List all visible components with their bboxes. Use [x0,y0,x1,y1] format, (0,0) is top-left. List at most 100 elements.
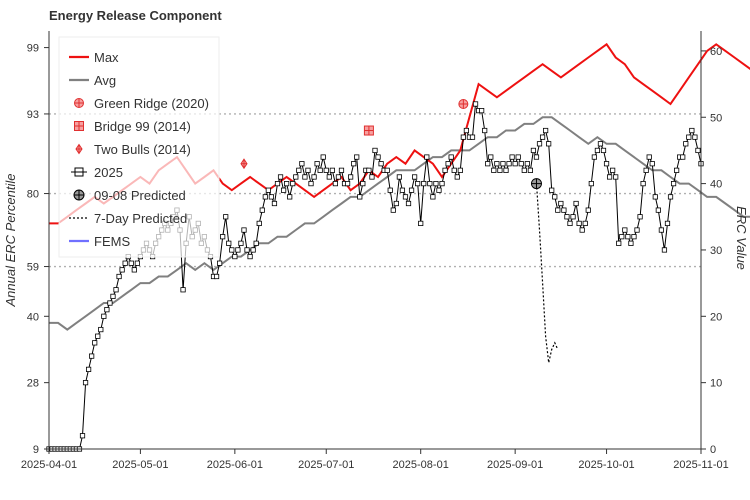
current-year-point [509,154,515,160]
current-year-point [95,333,101,339]
current-year-point [274,181,281,187]
current-year-point [573,200,579,207]
current-year-point [308,181,314,187]
current-year-point [296,167,302,173]
current-year-point [613,174,619,180]
current-year-point [582,220,588,227]
current-year-point [299,161,305,167]
current-year-point [290,181,296,187]
current-year-point [415,181,421,187]
current-year-point [680,154,686,160]
current-year-point [119,267,125,273]
current-year-point [485,161,491,167]
x-tick-label: 2025-04-01 [21,459,77,471]
current-year-point [555,207,561,213]
current-year-point [579,227,585,233]
current-year-point [640,181,646,187]
percentile-gridlines [49,113,701,268]
x-tick-label: 2025-06-01 [207,459,263,471]
current-year-point [695,147,701,154]
current-year-point [530,147,537,154]
event-marker [240,158,248,170]
current-year-point [116,273,122,280]
current-year-point [463,127,470,134]
legend-item: Bridge 99 (2014) [74,119,191,134]
current-year-point [250,247,256,253]
current-year-point [424,154,430,160]
current-year-point [280,187,287,193]
left-tick-label: 99 [27,43,39,55]
current-year-point [430,194,436,200]
current-year-point [649,161,655,167]
current-year-point [107,300,113,306]
current-year-point [405,200,412,207]
current-year-point [616,240,622,246]
current-year-point [479,108,485,114]
legend-item: 09-08 Predicted [73,188,186,203]
legend-swatch [74,121,84,131]
current-year-point [454,174,460,180]
left-tick-label: 9 [33,444,39,456]
legend-item: 2025 [71,165,123,180]
current-year-point [436,187,442,193]
current-year-point [472,101,479,107]
legend-label: Green Ridge (2020) [94,96,209,111]
legend-item: Green Ridge (2020) [74,96,209,111]
legend-label: 7-Day Predicted [94,211,187,226]
x-tick-label: 2025-07-01 [298,459,354,471]
event-marker [363,125,374,136]
legend-item: Max [69,50,119,65]
current-year-point [515,154,521,160]
current-year-point [634,227,640,233]
current-year-point [610,167,616,173]
current-year-point [427,181,433,187]
current-year-point [683,141,689,147]
current-year-point [539,134,546,140]
current-year-point [213,273,220,280]
legend-box [58,36,220,258]
current-year-point [238,240,244,246]
current-year-point [247,253,253,260]
current-year-point [223,214,229,220]
current-year-point [558,200,564,207]
legend-label: Avg [94,73,116,88]
current-year-point [98,326,104,333]
current-year-point [372,147,378,154]
legend-swatch [73,189,85,201]
left-tick-label: 80 [27,189,39,201]
current-year-point [518,161,524,167]
current-year-point [692,134,698,140]
current-year-point [396,174,402,180]
current-year-point [667,194,674,200]
current-year-point [567,220,573,227]
current-year-point [619,234,625,240]
current-year-point [686,134,692,140]
current-year-point [271,200,278,207]
current-year-point [497,167,503,173]
current-year-point [110,293,116,299]
current-year-point [375,154,381,160]
current-year-point [314,161,320,167]
current-year-point [439,181,445,187]
legend-item: Two Bulls (2014) [75,142,191,157]
current-year-point [585,207,591,213]
current-year-point [689,127,695,134]
current-year-point [128,260,134,266]
current-year-point [293,174,299,180]
current-year-point [259,207,265,213]
current-year-point [408,187,415,193]
current-year-point [180,287,186,293]
current-year-point [570,214,576,220]
current-year-point [378,161,384,167]
current-year-point [332,181,338,187]
current-year-point [622,227,628,233]
current-year-point [326,174,332,180]
current-year-point [232,253,238,260]
current-year-point [445,161,451,167]
current-year-point [600,147,607,154]
current-year-point [652,194,658,200]
current-year-point [451,167,457,173]
current-year-point [506,161,512,167]
event-marker [458,98,469,109]
